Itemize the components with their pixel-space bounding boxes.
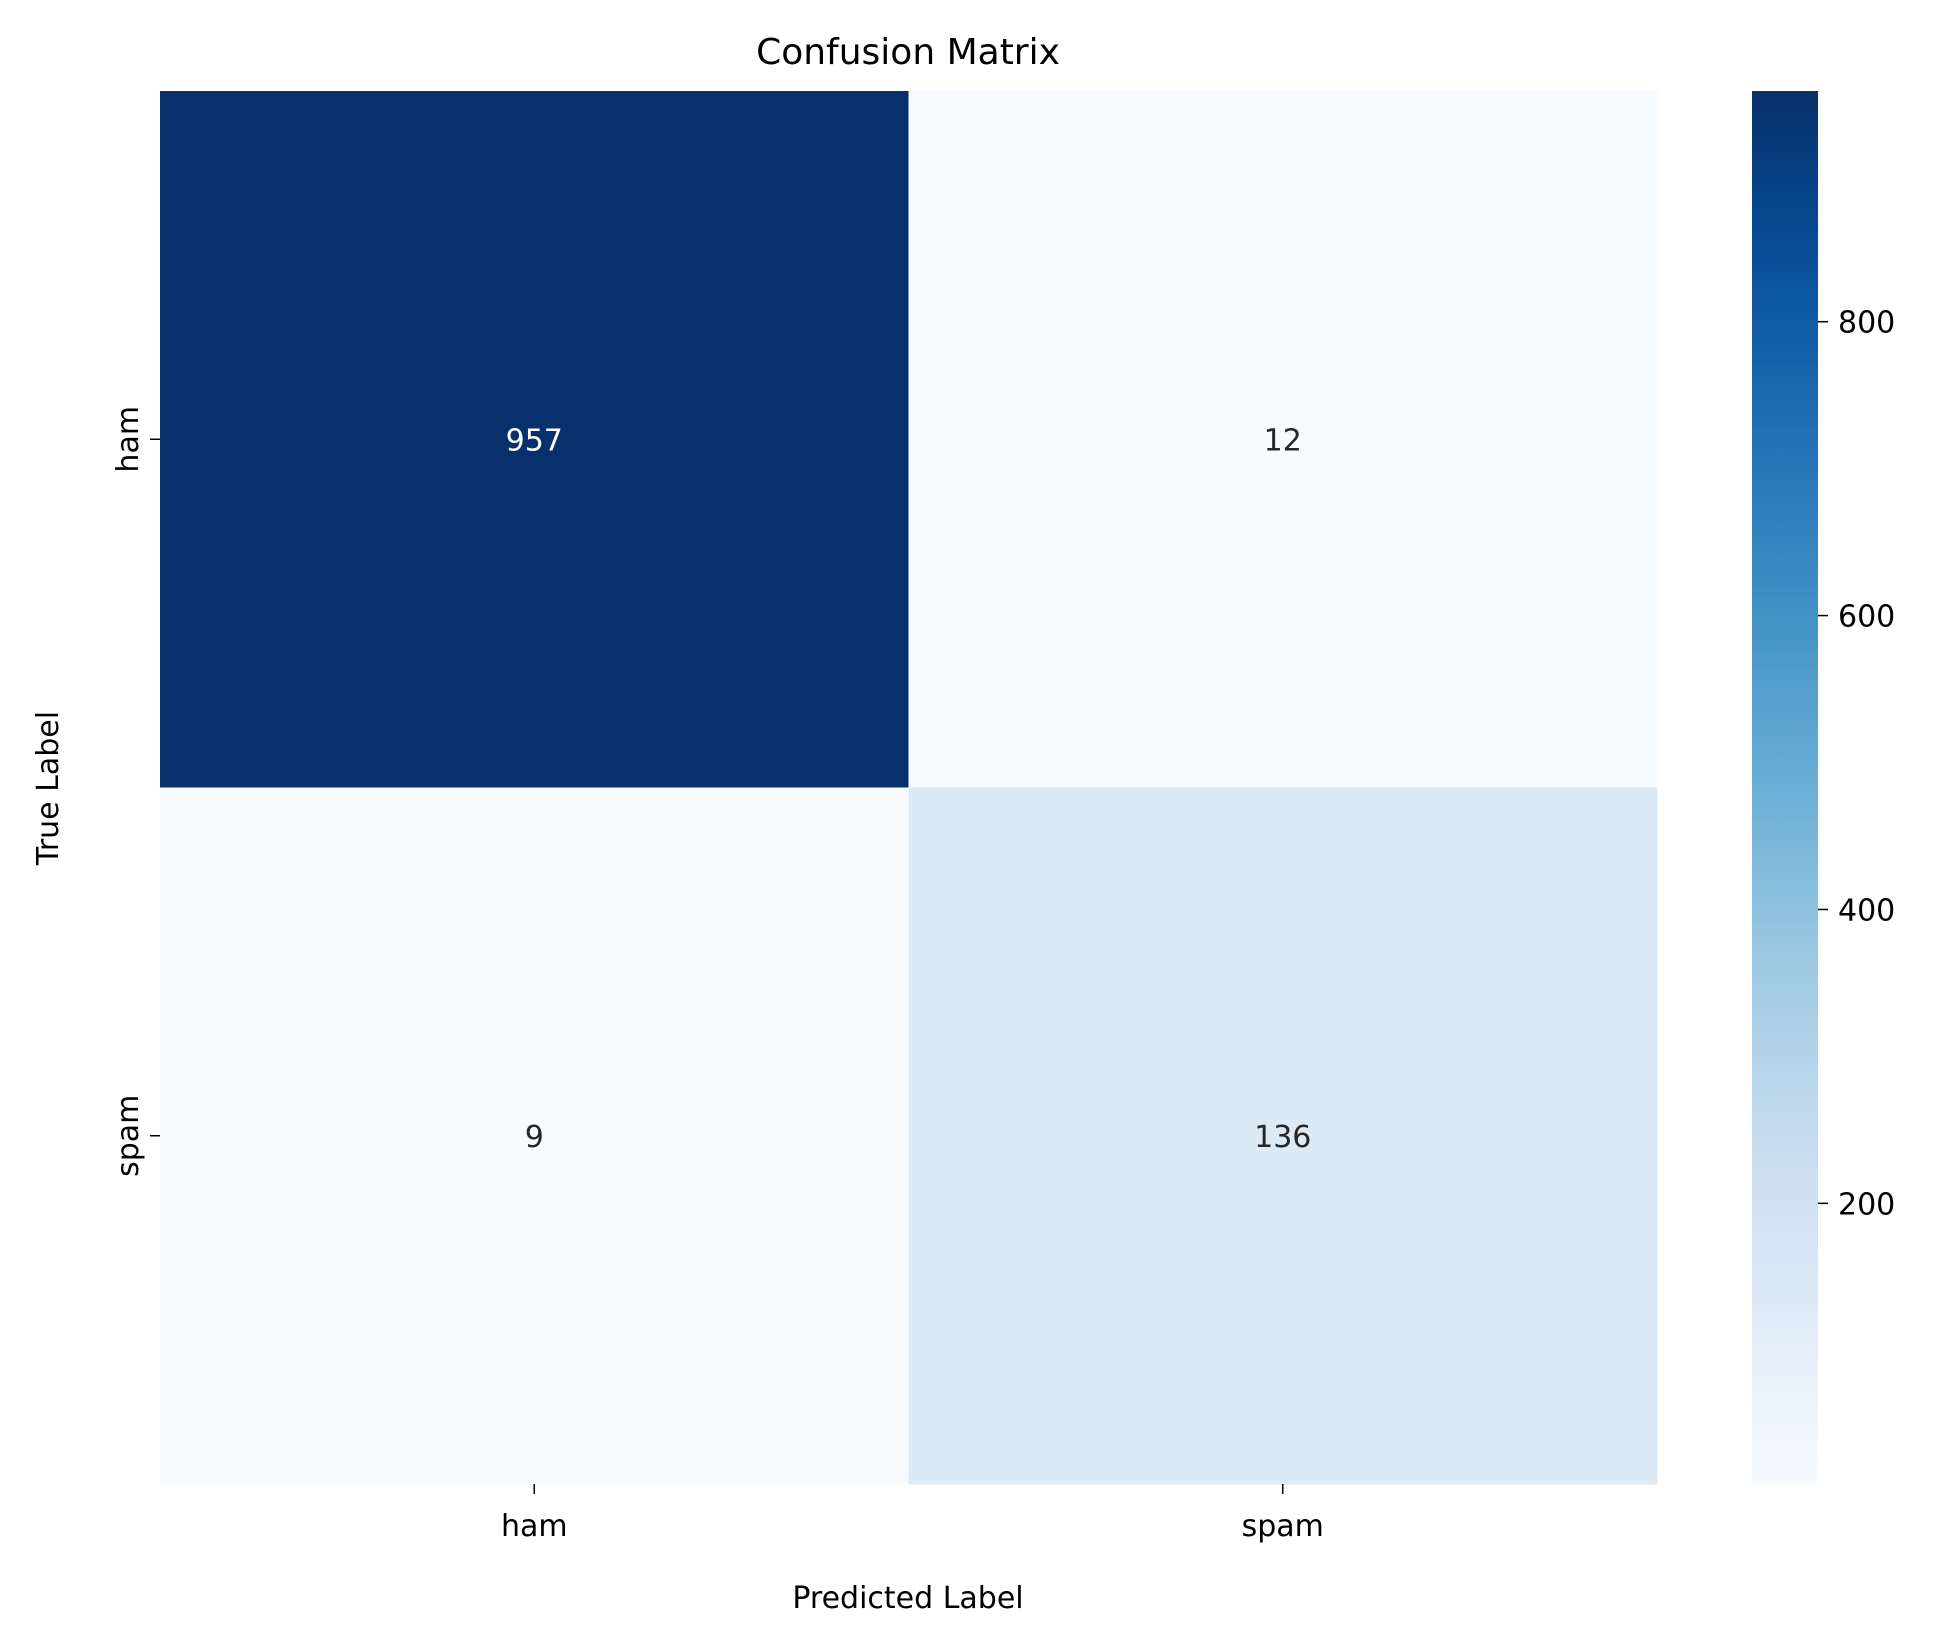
y-tick-label: spam [111,1095,146,1177]
colorbar-tick-label: 800 [1838,306,1895,341]
heatmap-cells: 957 12 9 136 [160,91,1658,1485]
chart-title: Confusion Matrix [756,32,1060,73]
heatmap-cell [908,787,1658,1485]
colorbar [1752,91,1818,1484]
cell-annotation: 12 [1264,423,1302,458]
colorbar-tick-label: 400 [1838,893,1895,928]
x-tick-label: ham [501,1509,568,1544]
colorbar-ticks: 200 400 600 800 [1818,306,1895,1222]
y-axis-ticks: ham spam [111,406,160,1177]
cell-annotation: 9 [525,1120,544,1155]
cell-annotation: 957 [506,423,563,458]
heatmap-cell [908,91,1658,788]
y-tick-label: ham [111,406,146,473]
y-axis-label: True Label [31,711,66,866]
x-axis-label: Predicted Label [792,1581,1023,1616]
colorbar-tick-label: 200 [1838,1187,1895,1222]
x-axis-ticks: ham spam [501,1484,1324,1544]
colorbar-tick-label: 600 [1838,600,1895,635]
heatmap-cell [160,91,909,788]
cell-annotation: 136 [1254,1120,1311,1155]
x-tick-label: spam [1242,1509,1324,1544]
heatmap-cell [160,787,909,1485]
